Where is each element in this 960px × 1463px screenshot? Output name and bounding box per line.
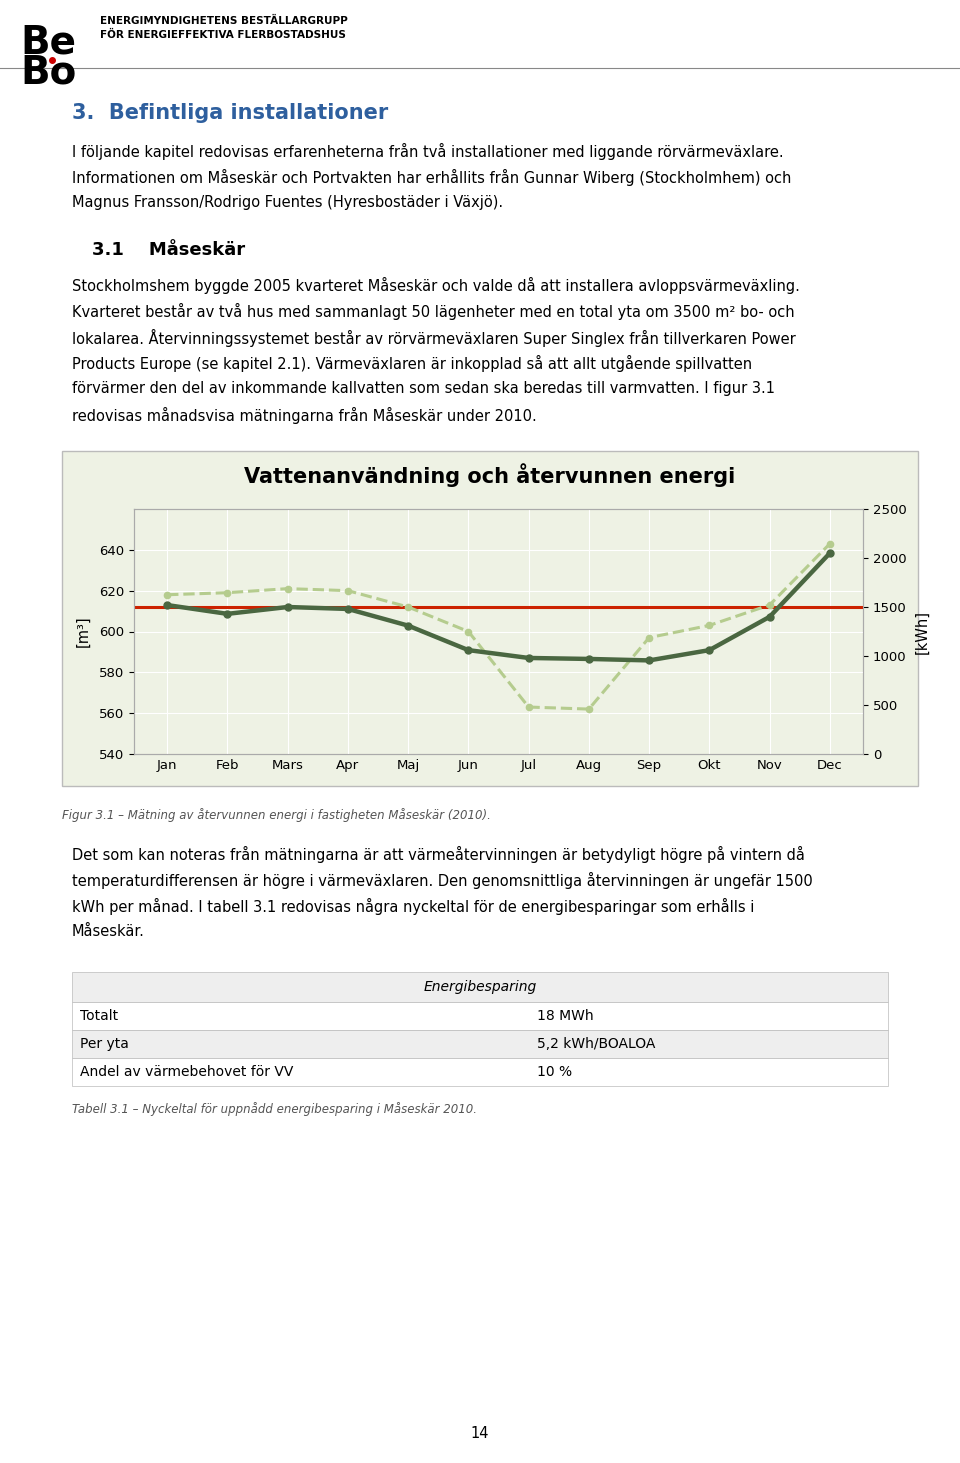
Text: Tabell 3.1 – Nyckeltal för uppnådd energibesparing i Måseskär 2010.: Tabell 3.1 – Nyckeltal för uppnådd energ… bbox=[72, 1102, 477, 1116]
Bar bbox=[72, 1002, 888, 1030]
Text: förvärmer den del av inkommande kallvatten som sedan ska beredas till varmvatten: förvärmer den del av inkommande kallvatt… bbox=[72, 380, 775, 396]
Text: Andel av värmebehovet för VV: Andel av värmebehovet för VV bbox=[80, 1065, 294, 1080]
Text: 3.1    Måseskär: 3.1 Måseskär bbox=[92, 241, 245, 259]
Text: I följande kapitel redovisas erfarenheterna från två installationer med liggande: I följande kapitel redovisas erfarenhete… bbox=[72, 143, 783, 159]
Bar bbox=[62, 451, 918, 786]
Text: lokalarea. Återvinningssystemet består av rörvärmeväxlaren Super Singlex från ti: lokalarea. Återvinningssystemet består a… bbox=[72, 329, 796, 347]
Text: Det som kan noteras från mätningarna är att värmeåtervinningen är betydyligt hög: Det som kan noteras från mätningarna är … bbox=[72, 846, 804, 863]
Text: Vattenanvändning: Vattenanvändning bbox=[537, 672, 660, 685]
Text: 3.  Befintliga installationer: 3. Befintliga installationer bbox=[72, 102, 388, 123]
Text: 10 %: 10 % bbox=[537, 1065, 572, 1080]
Text: Återvunnen energi: Återvunnen energi bbox=[537, 707, 661, 721]
Text: redovisas månadsvisa mätningarna från Måseskär under 2010.: redovisas månadsvisa mätningarna från Må… bbox=[72, 407, 537, 424]
Text: temperaturdifferensen är högre i värmeväxlaren. Den genomsnittliga återvinningen: temperaturdifferensen är högre i värmevä… bbox=[72, 872, 813, 890]
Bar bbox=[72, 1030, 888, 1058]
Text: Måseskär.: Måseskär. bbox=[72, 925, 145, 939]
Text: FÖR ENERGIEFFEKTIVA FLERBOSTADSHUS: FÖR ENERGIEFFEKTIVA FLERBOSTADSHUS bbox=[100, 31, 346, 40]
Text: Stockholmshem byggde 2005 kvarteret Måseskär och valde då att installera avlopps: Stockholmshem byggde 2005 kvarteret Måse… bbox=[72, 277, 800, 294]
Text: Per yta: Per yta bbox=[80, 1037, 129, 1050]
Text: 18 MWh: 18 MWh bbox=[537, 1009, 593, 1023]
Text: Kvarteret består av två hus med sammanlagt 50 lägenheter med en total yta om 350: Kvarteret består av två hus med sammanla… bbox=[72, 303, 795, 320]
Text: kWh per månad. I tabell 3.1 redovisas några nyckeltal för de energibesparingar s: kWh per månad. I tabell 3.1 redovisas nå… bbox=[72, 898, 755, 914]
Y-axis label: [kWh]: [kWh] bbox=[915, 610, 930, 654]
Text: Informationen om Måseskär och Portvakten har erhållits från Gunnar Wiberg (Stock: Informationen om Måseskär och Portvakten… bbox=[72, 170, 791, 186]
Text: 14: 14 bbox=[470, 1426, 490, 1441]
Text: Be: Be bbox=[20, 23, 76, 61]
Y-axis label: [m³]: [m³] bbox=[76, 616, 90, 647]
Text: Vattenanvändning och återvunnen energi: Vattenanvändning och återvunnen energi bbox=[245, 462, 735, 487]
Bar bbox=[72, 1058, 888, 1086]
Text: Totalt: Totalt bbox=[80, 1009, 118, 1023]
Text: Magnus Fransson/Rodrigo Fuentes (Hyresbostäder i Växjö).: Magnus Fransson/Rodrigo Fuentes (Hyresbo… bbox=[72, 195, 503, 211]
Bar bbox=[72, 971, 888, 1002]
Text: Figur 3.1 – Mätning av återvunnen energi i fastigheten Måseskär (2010).: Figur 3.1 – Mätning av återvunnen energi… bbox=[62, 808, 491, 822]
Text: 5,2 kWh/BOALOA: 5,2 kWh/BOALOA bbox=[537, 1037, 656, 1050]
Text: Products Europe (se kapitel 2.1). Värmeväxlaren är inkopplad så att allt utgåend: Products Europe (se kapitel 2.1). Värmev… bbox=[72, 356, 752, 372]
Text: Energibesparing: Energibesparing bbox=[423, 980, 537, 993]
Text: Bo: Bo bbox=[20, 53, 76, 91]
Text: ENERGIMYNDIGHETENS BESTÄLLARGRUPP: ENERGIMYNDIGHETENS BESTÄLLARGRUPP bbox=[100, 16, 348, 26]
